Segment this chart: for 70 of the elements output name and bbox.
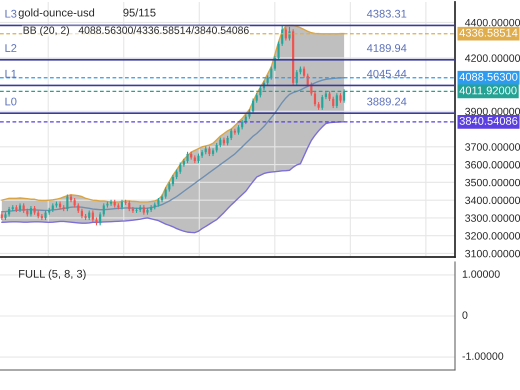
candlestick: [176, 169, 178, 180]
candlestick: [142, 204, 145, 216]
candlestick: [102, 202, 105, 218]
candlestick: [164, 186, 167, 200]
candlestick: [128, 200, 130, 212]
candlestick: [216, 142, 218, 154]
y-tick-label: 3900.00000: [465, 108, 520, 116]
ref-line-label: 4088.56300: [459, 72, 518, 81]
ref-line-label: L3: [5, 10, 16, 18]
candlestick: [281, 25, 284, 46]
ref-line-label: 3840.54086: [460, 116, 518, 125]
y-tick-label: 3600.00000: [465, 161, 520, 169]
annotation: 4383.31: [366, 10, 406, 18]
ref-line-label: 4011.92000: [459, 86, 517, 94]
candlestick: [88, 210, 90, 221]
candlestick: [314, 90, 316, 107]
candlestick: [22, 202, 25, 214]
candlestick: [8, 206, 10, 218]
candlestick: [172, 174, 174, 187]
candlestick: [30, 205, 32, 218]
candlestick: [186, 151, 189, 164]
ref-line-label: L2: [5, 44, 16, 52]
candlestick: [179, 162, 182, 174]
candlestick: [332, 96, 334, 109]
candlestick: [241, 119, 244, 130]
candlestick: [208, 146, 210, 157]
text: 1.00000: [462, 270, 500, 278]
candlestick: [252, 98, 254, 114]
annotation: 4045.44: [366, 70, 407, 78]
candlestick: [306, 73, 309, 88]
candlestick: [66, 194, 68, 212]
candlestick: [197, 153, 200, 164]
candlestick: [302, 66, 306, 78]
y-tick-label: 3500.00000: [465, 178, 520, 186]
text: FULL (5, 8, 3): [19, 270, 86, 280]
candlestick: [168, 181, 170, 192]
candlestick: [219, 137, 222, 148]
y-tick-label: 3200.00000: [465, 232, 520, 240]
line-series: [1, 121, 345, 234]
ref-line-label: 4336.58514: [459, 28, 518, 37]
chart-subtitle: 95/115: [123, 8, 156, 17]
text: -1.00000: [462, 352, 504, 360]
candlestick: [321, 94, 324, 110]
ref-line-label: L1: [5, 70, 16, 78]
candlestick: [230, 128, 232, 141]
y-tick-label: 4200.00000: [464, 54, 520, 62]
candlestick: [77, 202, 80, 214]
candlestick: [277, 41, 280, 61]
y-tick-label: 3400.00000: [465, 196, 520, 204]
candlestick: [92, 210, 94, 222]
annotation: 4189.94: [366, 44, 407, 52]
candlestick: [244, 114, 247, 125]
y-tick-label: 3300.00000: [465, 214, 520, 222]
candlestick: [270, 66, 272, 80]
candlestick: [284, 26, 287, 42]
candlestick: [266, 74, 269, 86]
candlestick: [296, 70, 298, 86]
candlestick: [44, 210, 47, 221]
y-tick-label: 4400.00000: [464, 18, 520, 26]
candlestick: [226, 135, 229, 146]
y-tick-label: 3700.00000: [465, 143, 520, 151]
candlestick: [336, 92, 338, 109]
y-tick-label: 3100.00000: [465, 250, 520, 258]
candlestick: [328, 90, 331, 102]
annotation: BB (20, 2) 4088.56300/4336.58514/3840.54086: [24, 26, 249, 36]
annotation: 3889.24: [367, 98, 407, 106]
text: 0: [462, 311, 468, 319]
text: gold-ounce-usd: [18, 8, 94, 19]
candlestick: [74, 197, 76, 208]
ref-line-label: L0: [5, 98, 16, 106]
